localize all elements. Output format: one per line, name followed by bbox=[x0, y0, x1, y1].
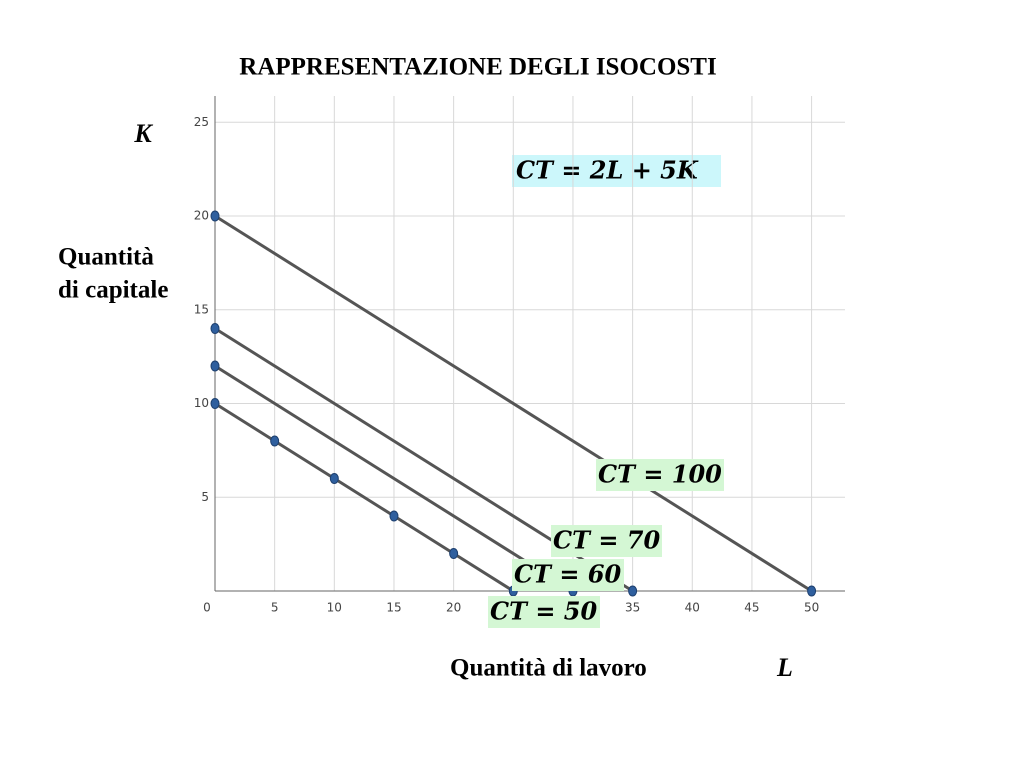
x-symbol: L bbox=[776, 653, 793, 682]
y-axis-label: Quantità bbox=[58, 244, 154, 271]
point bbox=[210, 398, 220, 409]
point bbox=[628, 585, 638, 597]
y-tick-label: 25 bbox=[194, 115, 209, 129]
y-tick-label: 5 bbox=[201, 490, 209, 504]
x-tick-label: 20 bbox=[446, 601, 461, 615]
x-axis-label: Quantità di lavoro bbox=[450, 655, 647, 682]
x-tick-label: 45 bbox=[744, 601, 759, 615]
point bbox=[807, 585, 817, 597]
equation: CT = 2L + 5K bbox=[516, 156, 699, 185]
x-tick-label: 15 bbox=[386, 601, 401, 615]
x-tick-label: 5 bbox=[271, 601, 279, 615]
point bbox=[210, 210, 220, 222]
label-box bbox=[596, 459, 724, 491]
point bbox=[389, 510, 399, 522]
x-tick-label: 10 bbox=[327, 601, 342, 615]
point bbox=[210, 323, 220, 334]
label-box bbox=[512, 559, 624, 591]
x-tick-label: 35 bbox=[625, 601, 640, 615]
isocost-line bbox=[214, 364, 574, 593]
point bbox=[449, 548, 459, 559]
label-box bbox=[488, 596, 600, 628]
y-axis-label: di capitale bbox=[58, 277, 168, 304]
y-tick-label: 15 bbox=[194, 302, 209, 316]
point bbox=[210, 360, 220, 372]
point bbox=[329, 473, 339, 484]
isocost-line bbox=[214, 214, 813, 593]
series-label: CT = 70 bbox=[553, 526, 660, 555]
isocost-line bbox=[214, 402, 515, 593]
point bbox=[270, 435, 280, 447]
series-label: CT = 100 bbox=[598, 460, 722, 489]
chart-title: RAPPRESENTAZIONE DEGLI ISOCOSTI bbox=[239, 54, 716, 81]
x-tick-label: 40 bbox=[685, 601, 700, 615]
equation-box bbox=[512, 155, 721, 187]
x-tick-label: 50 bbox=[804, 601, 819, 615]
series-label: CT = 50 bbox=[490, 597, 597, 626]
y-tick-label: 20 bbox=[194, 209, 209, 223]
label-box bbox=[551, 525, 662, 557]
y-symbol: K bbox=[133, 119, 153, 148]
x-tick-label: 0 bbox=[203, 601, 211, 615]
series-label: CT = 60 bbox=[514, 560, 621, 589]
y-tick-label: 10 bbox=[194, 396, 209, 410]
